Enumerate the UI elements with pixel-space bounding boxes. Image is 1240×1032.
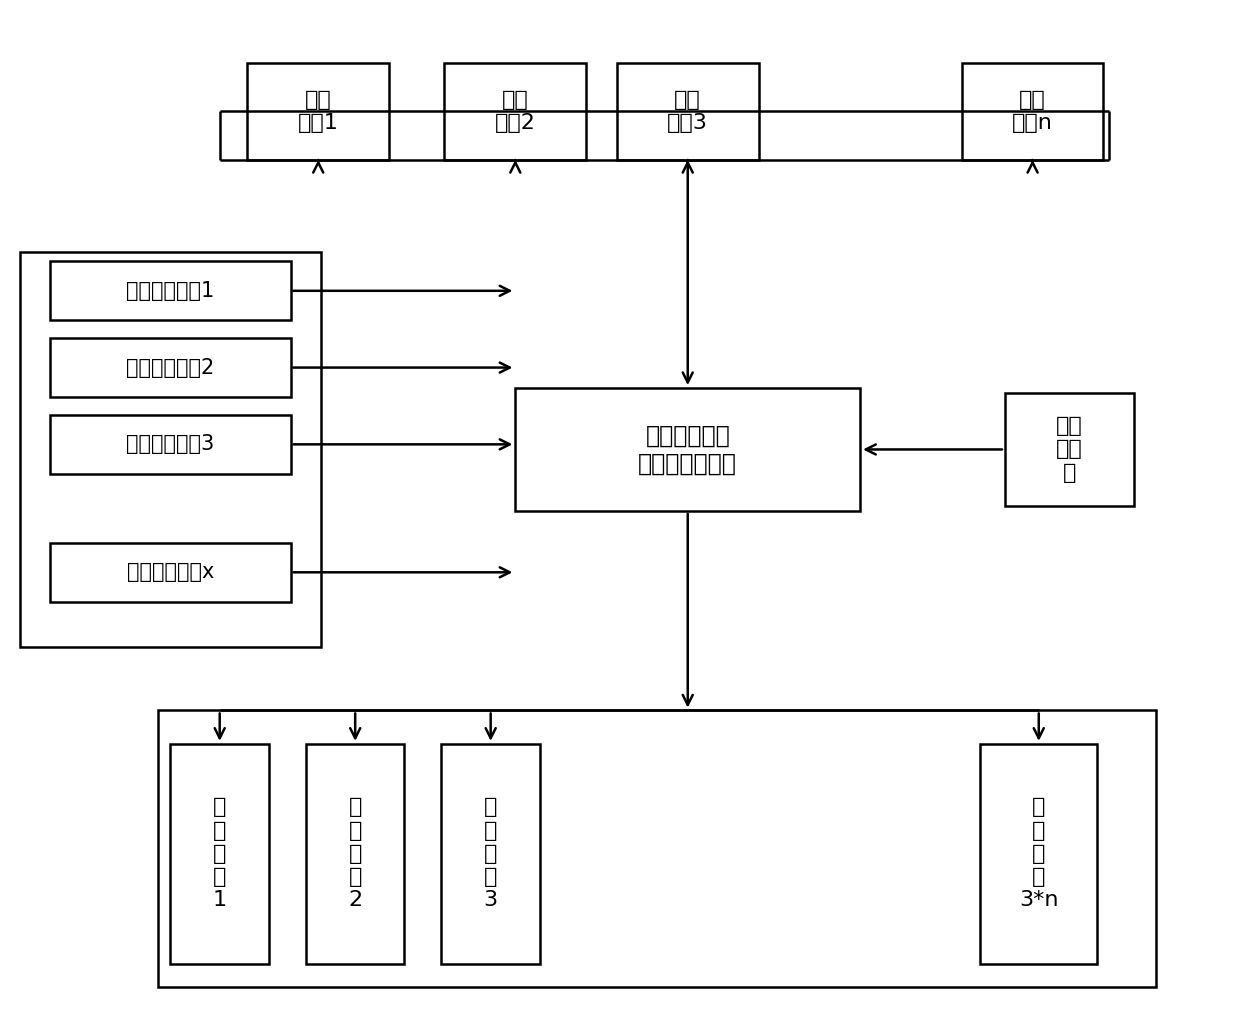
Text: 交
易
线
程
2: 交 易 线 程 2 (348, 798, 362, 910)
Bar (516, 388, 861, 511)
Text: 确定任务类型
维护对应关系表: 确定任务类型 维护对应关系表 (639, 423, 737, 476)
Text: 车道
计算
机: 车道 计算 机 (1056, 416, 1083, 483)
Bar (170, 744, 269, 964)
Text: 安全计算密钥2: 安全计算密钥2 (126, 357, 215, 378)
Bar (20, 253, 321, 646)
Text: 交
易
线
程
3*n: 交 易 线 程 3*n (1019, 798, 1059, 910)
Bar (51, 543, 290, 602)
Bar (441, 744, 539, 964)
Bar (444, 63, 587, 160)
Bar (1004, 393, 1135, 506)
Text: 室外
单元1: 室外 单元1 (298, 90, 339, 133)
Bar (962, 63, 1104, 160)
Text: 安全计算密钥1: 安全计算密钥1 (126, 281, 215, 300)
Text: 安全计算密钥3: 安全计算密钥3 (126, 434, 215, 454)
Bar (159, 710, 1156, 987)
Text: 安全计算密钥x: 安全计算密钥x (126, 562, 215, 582)
Text: 室外
单元n: 室外 单元n (1012, 90, 1053, 133)
Bar (618, 63, 759, 160)
Bar (981, 744, 1097, 964)
Bar (248, 63, 389, 160)
Bar (51, 261, 290, 321)
Text: 交
易
线
程
3: 交 易 线 程 3 (484, 798, 497, 910)
Text: 室外
单元3: 室外 单元3 (667, 90, 708, 133)
Bar (51, 337, 290, 397)
Text: 交
易
线
程
1: 交 易 线 程 1 (212, 798, 227, 910)
Text: 室外
单元2: 室外 单元2 (495, 90, 536, 133)
Bar (306, 744, 404, 964)
Bar (51, 415, 290, 474)
